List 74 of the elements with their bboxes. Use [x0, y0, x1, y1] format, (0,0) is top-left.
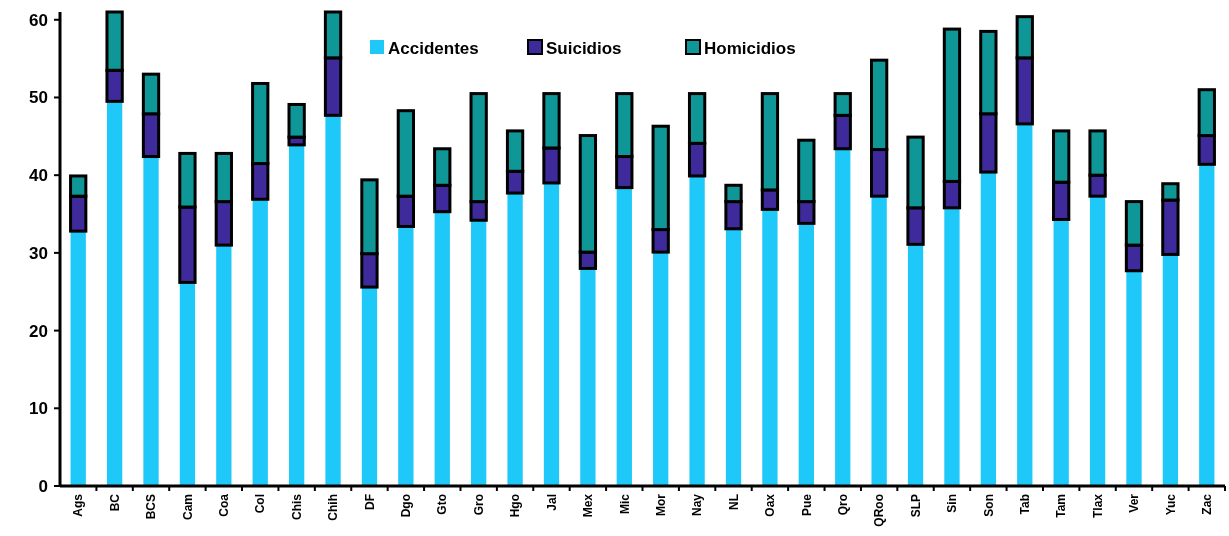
- y-tick-label: 60: [29, 10, 48, 30]
- bar: [616, 187, 632, 486]
- bar: [70, 231, 86, 486]
- bar: [216, 245, 232, 486]
- x-tick-label: Tam: [1054, 494, 1069, 518]
- y-tick-label: 50: [29, 88, 48, 108]
- x-tick-label: Nay: [690, 493, 705, 517]
- bar: [471, 220, 487, 486]
- x-tick-label: BC: [107, 493, 122, 512]
- x-tick-label: Chih: [326, 494, 341, 521]
- bar: [1126, 270, 1142, 486]
- y-tick-label: 40: [29, 166, 48, 186]
- x-tick-label: Sin: [945, 494, 960, 513]
- x-tick-label: BCS: [144, 494, 159, 520]
- x-tick-label: NL: [726, 494, 741, 510]
- x-tick-label: Tab: [1017, 494, 1032, 515]
- x-tick-label: Yuc: [1163, 493, 1178, 516]
- bar: [143, 156, 159, 486]
- bar: [1017, 123, 1033, 486]
- bar: [944, 207, 960, 486]
- x-tick-label: Coa: [217, 493, 232, 517]
- x-tick-label: Son: [981, 494, 996, 517]
- x-tick-label: Tlax: [1090, 493, 1105, 519]
- x-tick-label: Gto: [435, 494, 450, 515]
- x-tick-label: Ver: [1127, 493, 1142, 513]
- x-tick-label: Ags: [71, 493, 86, 517]
- bar: [179, 282, 196, 486]
- x-tick-label: Mic: [617, 493, 632, 515]
- bar: [361, 287, 378, 486]
- x-tick-label: Jal: [544, 494, 559, 511]
- x-tick-label: Chis: [289, 493, 304, 521]
- bar: [1089, 196, 1106, 486]
- x-tick-label: Dgo: [399, 494, 414, 518]
- legend-label: Suicidios: [546, 38, 622, 58]
- bar: [106, 101, 123, 486]
- x-tick-label: Mor: [653, 493, 668, 516]
- x-tick-label: Cam: [180, 494, 195, 521]
- x-tick-label: Mex: [581, 493, 596, 518]
- bar: [871, 196, 887, 486]
- legend-label: Homicidios: [704, 38, 796, 58]
- bar: [907, 244, 924, 486]
- x-tick-label: Zac: [1200, 493, 1214, 515]
- bar: [1053, 219, 1069, 486]
- y-tick-label: 30: [29, 243, 48, 263]
- bar: [689, 175, 705, 486]
- bar: [798, 223, 814, 486]
- bar: [325, 115, 341, 486]
- x-tick-label: Qro: [835, 494, 850, 516]
- x-tick-label: Hgo: [508, 494, 523, 518]
- bar: [289, 144, 305, 486]
- x-tick-label: Col: [253, 494, 268, 514]
- bar: [1199, 164, 1215, 486]
- x-tick-label: Oax: [763, 493, 778, 517]
- bar: [252, 199, 268, 486]
- x-tick-label: SLP: [908, 494, 923, 518]
- bar: [543, 182, 560, 486]
- bar: [507, 193, 523, 486]
- bar: [725, 228, 742, 486]
- x-tick-label: Gro: [471, 494, 486, 516]
- bar: [580, 268, 596, 486]
- y-tick-label: 0: [38, 476, 48, 496]
- bar: [653, 252, 669, 486]
- bar: [980, 172, 996, 486]
- x-tick-label: QRoo: [872, 494, 887, 527]
- bar: [835, 148, 851, 486]
- legend-label: Accidentes: [388, 38, 479, 58]
- x-tick-label: DF: [362, 494, 377, 510]
- bar: [762, 209, 778, 486]
- bar: [434, 211, 450, 486]
- bar: [1162, 254, 1179, 486]
- y-tick-label: 10: [29, 399, 48, 419]
- bar: [398, 226, 414, 486]
- x-tick-label: Pue: [799, 493, 814, 517]
- y-tick-label: 20: [29, 321, 48, 341]
